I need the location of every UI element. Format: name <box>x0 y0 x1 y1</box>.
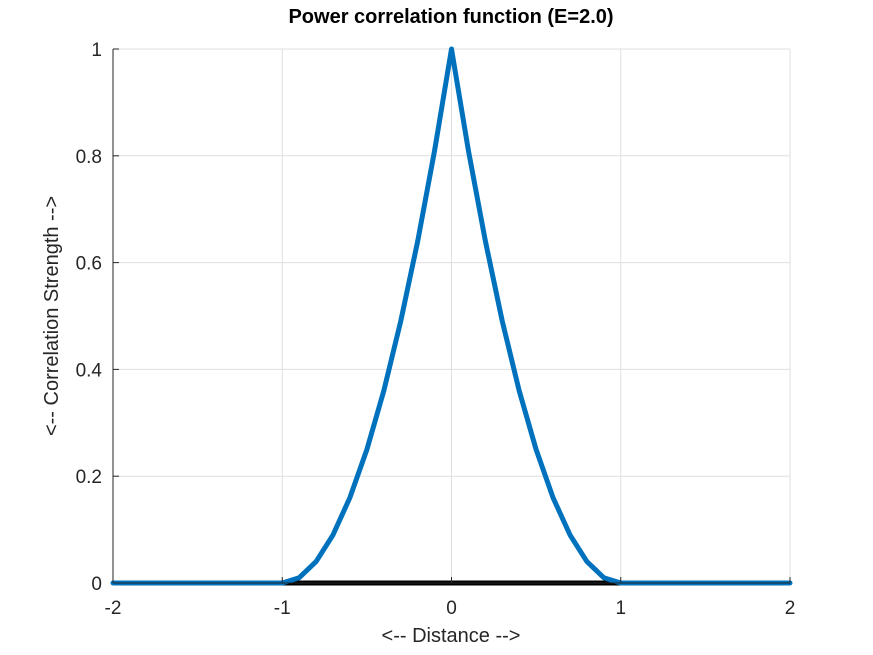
x-tick-label: -1 <box>274 598 291 619</box>
y-tick-label: 1 <box>91 40 102 61</box>
x-tick-label: 2 <box>785 598 796 619</box>
x-axis-ticks: -2 -1 0 1 2 <box>105 577 796 619</box>
x-axis-label: <-- Distance --> <box>382 625 521 647</box>
y-axis-label: <-- Correlation Strength --> <box>41 196 63 436</box>
series-line-0 <box>110 46 793 586</box>
y-tick-label: 0.4 <box>76 360 103 381</box>
grid <box>112 48 791 584</box>
y-tick-label: 0.6 <box>76 254 102 275</box>
y-axis-ticks: 0 0.2 0.4 0.6 0.8 1 <box>76 40 119 595</box>
chart-title: Power correlation function (E=2.0) <box>288 6 613 28</box>
y-tick-label: 0 <box>91 574 102 595</box>
y-tick-label: 0.8 <box>76 147 102 168</box>
x-tick-label: 0 <box>446 598 457 619</box>
x-tick-label: 1 <box>615 598 626 619</box>
y-tick-label: 0.2 <box>76 467 102 488</box>
x-tick-label: -2 <box>105 598 122 619</box>
